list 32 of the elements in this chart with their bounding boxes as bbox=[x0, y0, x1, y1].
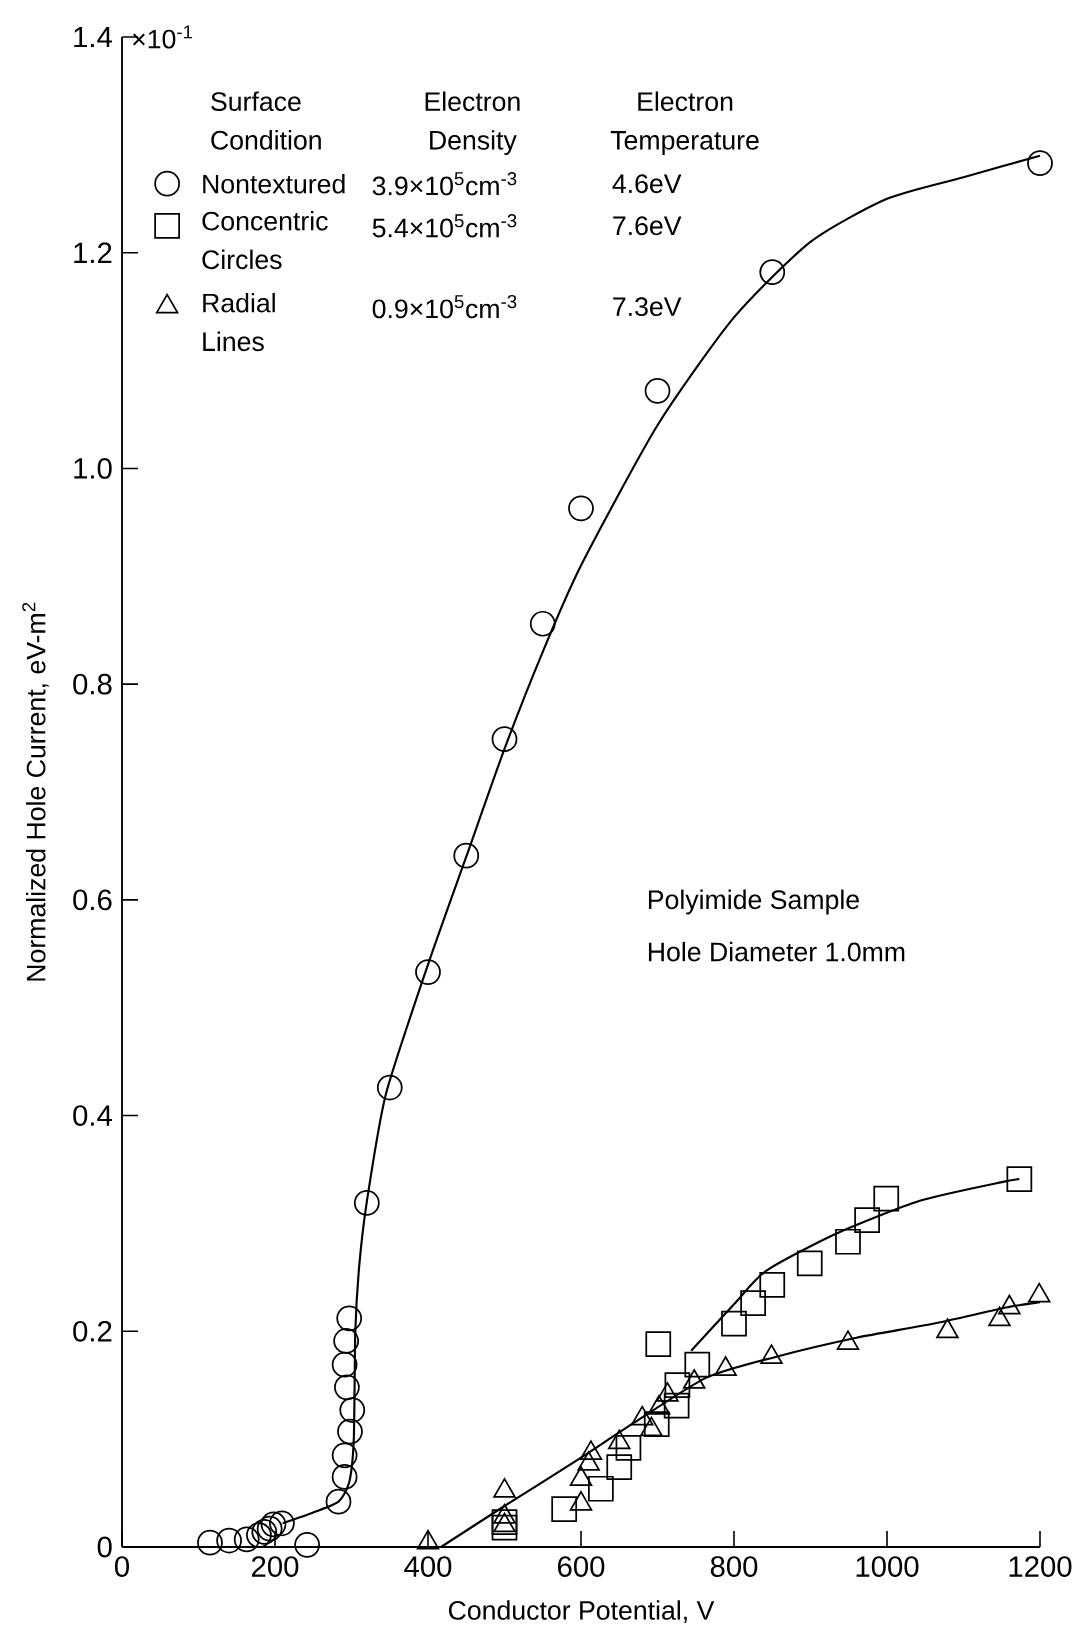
x-axis-title: Conductor Potential, V bbox=[448, 1600, 715, 1624]
annotation: 7.6eV bbox=[613, 216, 682, 236]
annotation: Electron Temperature bbox=[610, 91, 759, 155]
y-tick-label: 0.2 bbox=[73, 1320, 112, 1342]
y-tick-label: 1.4 bbox=[74, 26, 112, 48]
y-axis-title: Normalized Hole Current, eV-m$^{2}$ bbox=[22, 602, 49, 981]
annotation: Surface Condition bbox=[211, 91, 321, 150]
annotation: Polyimide Sample bbox=[648, 889, 859, 915]
x-tick-label: 800 bbox=[710, 1556, 758, 1577]
annotation: Hole Diameter 1.0mm bbox=[648, 941, 905, 962]
annotation: 5.4×10$^{5}$cm$^{-3}$ bbox=[372, 214, 517, 238]
x-tick-label: 1200 bbox=[1009, 1556, 1072, 1577]
annotation: 7.3eV bbox=[613, 297, 682, 317]
legend-label: Nontextured bbox=[203, 173, 345, 194]
y-tick-label: 0.8 bbox=[73, 673, 112, 695]
x-tick-label: 0 bbox=[114, 1556, 129, 1577]
legend-label: Concentric Circles bbox=[202, 210, 328, 270]
x-tick-label: 200 bbox=[252, 1556, 299, 1577]
legend-label: Radial Lines bbox=[203, 292, 275, 352]
y-tick-label: 0.6 bbox=[73, 889, 112, 911]
x-tick-label: 600 bbox=[558, 1556, 605, 1577]
annotation: ×10$^{-1}$ bbox=[132, 25, 193, 49]
y-tick-label: 0.4 bbox=[73, 1105, 112, 1126]
y-tick-label: 1.2 bbox=[74, 242, 112, 263]
annotation: 0.9×10$^{5}$cm$^{-3}$ bbox=[372, 294, 517, 319]
annotation: 4.6eV bbox=[612, 174, 682, 194]
x-tick-label: 400 bbox=[404, 1556, 452, 1577]
y-tick-label: 1.0 bbox=[74, 458, 112, 479]
annotation: 3.9×10$^{5}$cm$^{-3}$ bbox=[372, 172, 517, 196]
annotation: Electron Density bbox=[425, 91, 520, 155]
y-tick-label: 0 bbox=[97, 1536, 112, 1558]
x-tick-label: 1000 bbox=[856, 1556, 919, 1577]
